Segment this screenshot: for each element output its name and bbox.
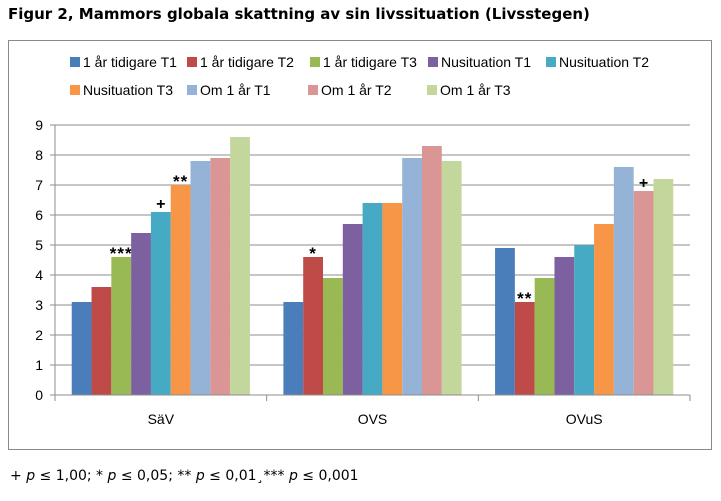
legend-swatch-7 xyxy=(308,85,318,95)
y-tick-label-6: 6 xyxy=(35,207,43,223)
bar-0-5 xyxy=(170,185,191,395)
legend-label-8: Om 1 år T3 xyxy=(440,82,511,98)
legend-swatch-5 xyxy=(70,85,80,95)
bar-2-5 xyxy=(594,224,614,395)
footnote-t1: ≤ 1,00; * xyxy=(35,468,108,484)
bar-0-0 xyxy=(71,302,92,395)
footnote-p3: p xyxy=(195,468,205,484)
bar-0-2 xyxy=(111,257,132,395)
bar-1-7 xyxy=(422,146,442,395)
legend-label-0: 1 år tidigare T1 xyxy=(83,54,177,70)
y-tick-label-3: 3 xyxy=(35,297,43,313)
legend-swatch-6 xyxy=(187,85,197,95)
significance-label-2-1: ** xyxy=(517,289,532,308)
footnote-plus: + xyxy=(10,468,22,484)
bar-2-2 xyxy=(534,278,555,395)
footnote-t4: ≤ 0,001 xyxy=(297,468,359,484)
y-tick-label-8: 8 xyxy=(35,147,43,163)
legend-label-2: 1 år tidigare T3 xyxy=(323,54,417,70)
bar-2-7 xyxy=(633,191,654,395)
bar-2-8 xyxy=(653,179,674,395)
footnote-t3: ≤ 0,01¸*** xyxy=(204,468,289,484)
y-tick-label-4: 4 xyxy=(35,267,43,283)
legend-swatch-8 xyxy=(427,85,437,95)
axes: 0 1 2 3 4 5 6 7 8 9 SäV OVS OVuS xyxy=(35,117,691,427)
figure-title: Figur 2, Mammors globala skattning av si… xyxy=(8,5,590,23)
bars: ***+*****+ xyxy=(71,137,674,395)
bar-1-5 xyxy=(382,203,403,395)
bar-2-4 xyxy=(574,245,595,395)
significance-label-0-5: ** xyxy=(173,172,188,191)
legend-swatch-4 xyxy=(546,57,556,67)
bar-1-4 xyxy=(362,203,383,395)
bar-2-6 xyxy=(613,167,634,395)
legend-label-7: Om 1 år T2 xyxy=(321,82,392,98)
significance-footnote: + p ≤ 1,00; * p ≤ 0,05; ** p ≤ 0,01¸*** … xyxy=(10,468,359,484)
bar-1-8 xyxy=(441,161,462,395)
footnote-p1: p xyxy=(26,468,36,484)
footnote-p4: p xyxy=(288,468,298,484)
y-tick-label-1: 1 xyxy=(35,357,43,373)
y-tick-label-2: 2 xyxy=(35,327,43,343)
y-tick-label-5: 5 xyxy=(35,237,43,253)
legend-swatch-3 xyxy=(428,57,438,67)
bar-2-0 xyxy=(495,248,515,395)
bar-0-3 xyxy=(131,233,151,395)
significance-label-0-2: *** xyxy=(110,244,133,263)
bar-2-3 xyxy=(554,257,575,395)
bar-1-0 xyxy=(283,302,304,395)
bar-0-8 xyxy=(230,137,250,395)
legend: 1 år tidigare T1 1 år tidigare T2 1 år tid… xyxy=(70,54,649,98)
x-tick-label-0: SäV xyxy=(148,411,175,427)
legend-label-3: Nusituation T1 xyxy=(441,54,531,70)
significance-label-0-4: + xyxy=(156,196,165,213)
legend-swatch-0 xyxy=(70,57,80,67)
legend-label-6: Om 1 år T1 xyxy=(200,82,271,98)
y-tick-label-9: 9 xyxy=(35,117,43,133)
legend-label-5: Nusituation T3 xyxy=(83,82,173,98)
y-tick-label-7: 7 xyxy=(35,177,43,193)
footnote-t2: ≤ 0,05; ** xyxy=(116,468,196,484)
bar-0-7 xyxy=(210,158,231,395)
bar-0-4 xyxy=(150,212,171,395)
legend-swatch-2 xyxy=(310,57,320,67)
bar-1-1 xyxy=(303,257,323,395)
bar-1-2 xyxy=(323,278,343,395)
bar-0-6 xyxy=(190,161,211,395)
bar-1-3 xyxy=(342,224,363,395)
bar-2-1 xyxy=(514,302,535,395)
significance-label-1-1: * xyxy=(309,244,317,263)
legend-label-1: 1 år tidigare T2 xyxy=(200,54,294,70)
bar-0-1 xyxy=(91,287,112,395)
legend-swatch-1 xyxy=(187,57,197,67)
significance-label-2-7: + xyxy=(639,175,648,192)
x-tick-label-1: OVS xyxy=(358,411,388,427)
bar-1-6 xyxy=(402,158,422,395)
footnote-p2: p xyxy=(107,468,117,484)
y-tick-label-0: 0 xyxy=(35,387,43,403)
legend-label-4: Nusituation T2 xyxy=(559,54,649,70)
x-tick-label-2: OVuS xyxy=(566,411,603,427)
